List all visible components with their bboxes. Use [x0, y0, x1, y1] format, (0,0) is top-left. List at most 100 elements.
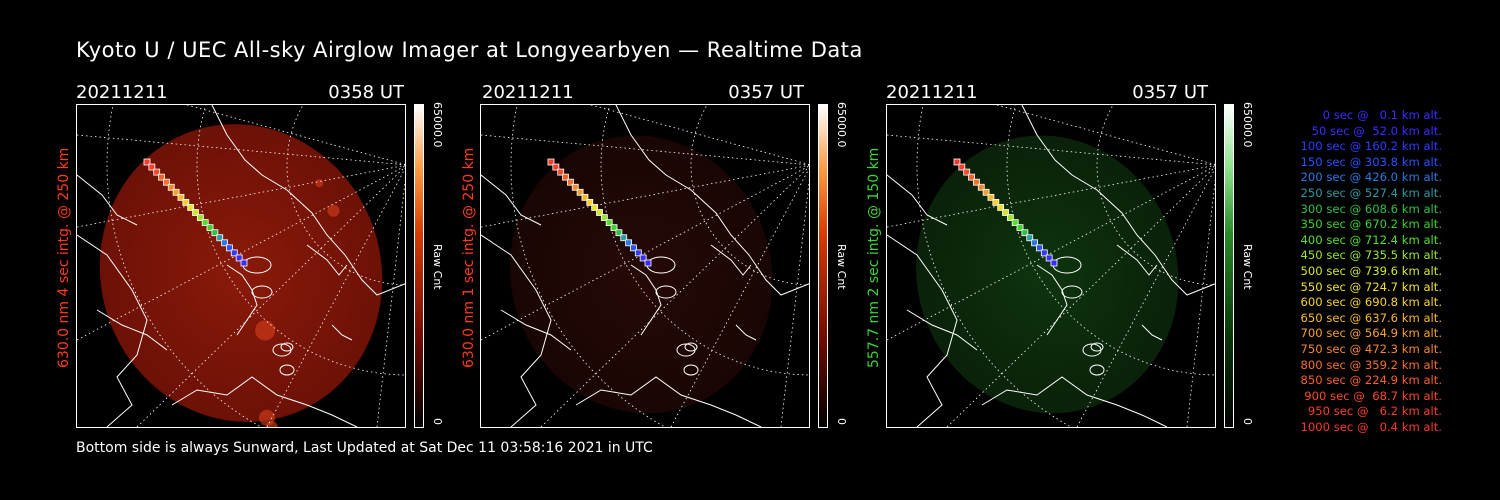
coastline: [211, 105, 405, 296]
meridian-line: [780, 178, 809, 427]
meridian-line: [186, 105, 405, 165]
panel-2: 20211211 0357 UT 630.0 nm 1 sec intg. @ …: [0, 0, 848, 440]
legend-row: 950 sec @ 6.2 km alt.: [1307, 404, 1442, 419]
trajectory-point: [235, 254, 243, 262]
trajectory-point: [625, 239, 633, 247]
trajectory-point: [1036, 244, 1043, 252]
trajectory-point: [158, 173, 165, 181]
trajectory-point: [982, 188, 990, 196]
trajectory-point: [596, 209, 603, 216]
colorbar-min: 0: [835, 418, 848, 425]
trajectory-point: [605, 219, 613, 226]
coastline: [1116, 244, 1158, 276]
coastline: [1021, 105, 1215, 296]
trajectory-point: [201, 219, 209, 226]
coastline: [331, 324, 353, 341]
island: [1090, 342, 1104, 352]
coastline: [630, 264, 662, 336]
legend-row: 550 sec @ 724.7 km alt.: [1300, 279, 1442, 294]
allsky-map: [77, 105, 405, 427]
meridian-line: [77, 165, 405, 341]
island: [279, 364, 295, 376]
legend-row: 350 sec @ 670.2 km alt.: [1300, 217, 1442, 232]
trajectory-point: [968, 173, 975, 181]
page-title: Kyoto U / UEC All-sky Airglow Imager at …: [76, 38, 863, 62]
meridian-line: [481, 165, 809, 341]
legend-row: 150 sec @ 303.8 km alt.: [1300, 154, 1442, 169]
coastline: [77, 174, 138, 226]
legend-row: 600 sec @ 690.8 km alt.: [1300, 295, 1442, 310]
trajectory-point: [567, 178, 574, 186]
trajectory-point: [576, 188, 584, 196]
trajectory-point: [187, 204, 195, 211]
meridian-line: [887, 165, 1215, 341]
colorbar: [414, 104, 424, 428]
colorbar-max: 65000.0: [835, 102, 848, 148]
legend-row: 850 sec @ 224.9 km alt.: [1300, 373, 1442, 388]
colorbar-min: 0: [431, 418, 444, 425]
trajectory-point: [639, 254, 647, 262]
meridian-line: [481, 134, 809, 166]
coastline: [306, 244, 348, 276]
colorbar-unit: Raw Cnt: [835, 244, 848, 290]
meridian-line: [670, 167, 809, 427]
trajectory-point: [1040, 249, 1048, 257]
panel-time: 0358 UT: [328, 82, 404, 103]
trajectory-point: [953, 158, 961, 166]
meridian-line: [590, 105, 809, 165]
trajectory-point: [1045, 254, 1053, 262]
coastline: [1036, 264, 1068, 336]
coastline: [735, 324, 757, 341]
meridian-line: [1076, 167, 1215, 427]
legend-row: 300 sec @ 608.6 km alt.: [1300, 201, 1442, 216]
aurora-patch: [265, 421, 278, 427]
panel-date: 20211211: [482, 82, 574, 103]
meridian-line: [481, 164, 809, 228]
colorbar-max: 65000.0: [1241, 102, 1254, 148]
panel-date: 20211211: [76, 82, 168, 103]
meridian-line: [996, 105, 1215, 165]
legend-row: 650 sec @ 637.6 km alt.: [1300, 310, 1442, 325]
island: [1061, 285, 1083, 299]
trajectory-point: [1031, 239, 1039, 247]
trajectory-legend: 0 sec @ 0.1 km alt. 50 sec @ 52.0 km alt.…: [1262, 108, 1442, 435]
colorbar-max: 65000.0: [431, 102, 444, 148]
meridian-line: [376, 178, 405, 427]
trajectory-point: [547, 158, 555, 166]
trajectory-point: [992, 199, 1000, 206]
trajectory-point: [1016, 224, 1024, 232]
trajectory-point: [615, 229, 623, 237]
trajectory-point: [182, 199, 190, 206]
trajectory-point: [221, 239, 229, 247]
coastline: [171, 376, 358, 427]
island: [683, 364, 699, 376]
trajectory-point: [196, 214, 204, 221]
trajectory-point: [230, 249, 238, 257]
trajectory-point: [163, 178, 170, 186]
coastline: [481, 174, 542, 226]
colorbar-min: 0: [1241, 418, 1254, 425]
coastline: [710, 244, 752, 276]
trajectory-point: [172, 188, 180, 196]
colorbar: [1224, 104, 1234, 428]
trajectory-point: [167, 183, 175, 191]
trajectory-point: [153, 168, 161, 176]
trajectory-point: [552, 163, 560, 171]
trajectory-point: [630, 244, 637, 252]
trajectory-point: [581, 193, 589, 201]
island: [280, 342, 294, 352]
colorbar: [818, 104, 828, 428]
trajectory-point: [226, 244, 233, 252]
trajectory-point: [1002, 209, 1009, 216]
coastline: [887, 234, 958, 427]
trajectory-point: [1021, 229, 1029, 237]
meridian-line: [1186, 178, 1215, 427]
colorbar-unit: Raw Cnt: [431, 244, 444, 290]
meridian-line: [887, 164, 1215, 228]
trajectory-point: [591, 204, 599, 211]
trajectory-point: [1026, 234, 1034, 242]
coastline: [981, 376, 1168, 427]
allsky-image: [480, 104, 810, 428]
legend-row: 0 sec @ 0.1 km alt.: [1322, 108, 1442, 122]
coastline: [481, 234, 552, 427]
